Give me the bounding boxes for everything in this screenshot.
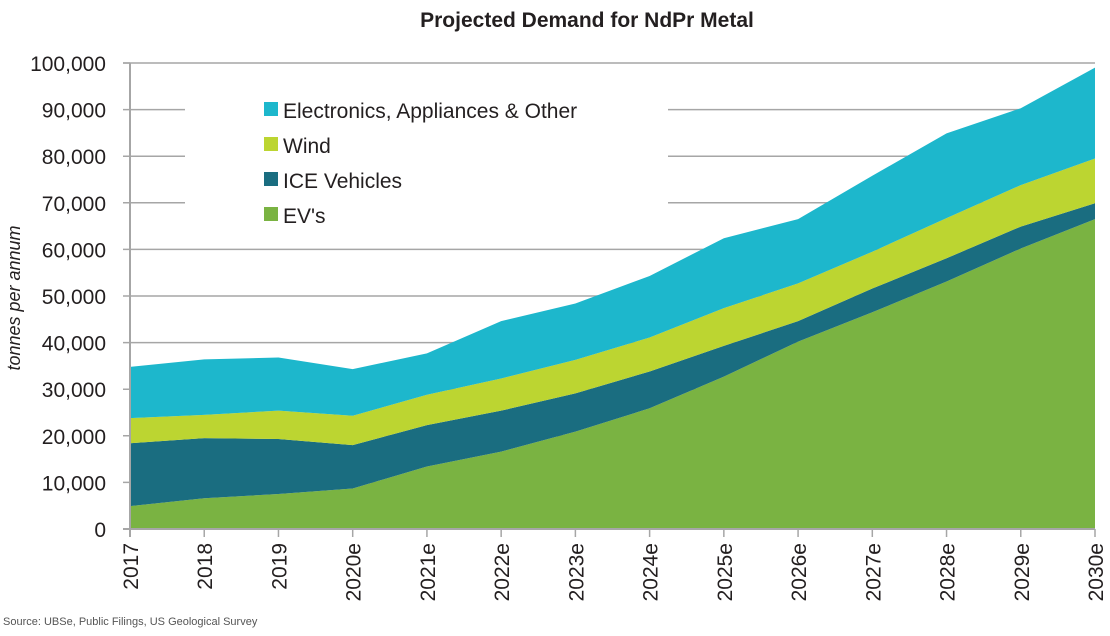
y-tick-label: 60,000 [42,239,106,262]
legend-label-ev-s: EV's [283,205,326,228]
area-series [130,67,1095,530]
y-tick-label: 90,000 [42,100,106,123]
x-tick-label: 2026e [788,543,811,601]
area-ice-vehicles [130,203,1095,507]
chart-title: Projected Demand for NdPr Metal [420,9,754,32]
x-tick-label: 2022e [491,543,514,601]
y-tick-label: 100,000 [30,53,106,76]
y-tick-label: 10,000 [42,472,106,495]
area-ev-s [130,219,1095,530]
y-tick-label: 50,000 [42,286,106,309]
area-electronics-appliances-other [130,67,1095,419]
x-tick-label: 2027e [862,543,885,601]
x-tick-label: 2019 [268,543,291,590]
area-wind [130,158,1095,446]
legend-label-electronics-appliances-other: Electronics, Appliances & Other [283,100,577,123]
y-axis-title: tonnes per annum [4,225,24,370]
x-tick-label: 2020e [343,543,366,601]
x-tick-labels: 2017 2018 2019 2020e 2021e 2022e 2023e 2024e 202… [120,543,1108,601]
y-tick-labels: 0 10,000 20,000 30,000 40,000 50,000 60,000 70,… [30,53,106,542]
legend-swatch-wind [264,137,278,151]
y-tick-label: 40,000 [42,333,106,356]
x-tick-label: 2030e [1085,543,1108,601]
legend-label-ice-vehicles: ICE Vehicles [283,170,402,193]
x-tick-label: 2021e [417,543,440,601]
legend-swatch-ice-vehicles [264,172,278,186]
legend-swatch-ev-s [264,207,278,221]
x-tick-label: 2025e [714,543,737,601]
y-tick-label: 20,000 [42,426,106,449]
y-tick-label: 80,000 [42,146,106,169]
axes [123,62,1096,537]
y-tick-label: 70,000 [42,193,106,216]
y-tick-label: 30,000 [42,379,106,402]
legend-label-wind: Wind [283,135,331,158]
y-tick-label: 0 [94,519,106,542]
legend: Electronics, Appliances & Other Wind ICE V… [264,100,577,228]
legend-swatch-electronics-appliances-other [264,102,278,116]
x-tick-label: 2023e [565,543,588,601]
x-tick-label: 2028e [937,543,960,601]
source-note: Source: UBSe, Public Filings, US Geologi… [3,616,258,628]
x-tick-label: 2018 [194,543,217,590]
x-tick-label: 2029e [1011,543,1034,601]
x-tick-label: 2024e [640,543,663,601]
x-tick-label: 2017 [120,543,143,590]
